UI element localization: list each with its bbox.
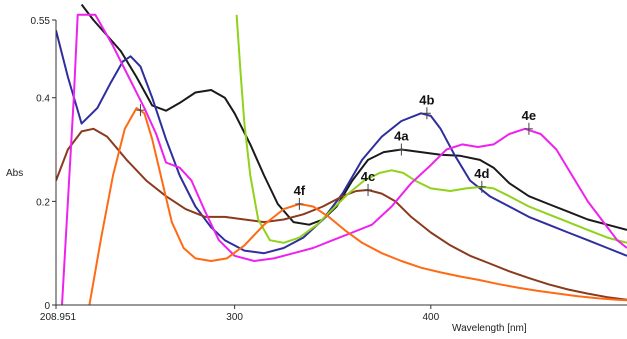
peak-label-4b: 4b xyxy=(419,92,434,107)
peak-label-4c: 4c xyxy=(361,169,375,184)
series-line-4e xyxy=(61,13,627,305)
y-tick-label: 0.55 xyxy=(31,16,51,27)
peak-label-4f: 4f xyxy=(294,183,306,198)
series-line-4d xyxy=(235,14,627,244)
peak-label-4e: 4e xyxy=(522,108,536,123)
y-tick-label: 0.2 xyxy=(36,197,50,208)
series-line-4a xyxy=(80,3,627,231)
x-tick-label: 300 xyxy=(226,312,243,323)
series-layer xyxy=(56,3,627,305)
series-line-4f xyxy=(88,107,627,305)
x-tick-label: 400 xyxy=(422,312,439,323)
x-tick-label: 208.951 xyxy=(40,312,77,323)
peak-annotations: 4a 4b 4c 4d 4e 4f xyxy=(136,92,536,210)
x-axis-title: Wavelength [nm] xyxy=(452,323,527,334)
series-line-4c xyxy=(56,127,627,301)
ticks: 0 0.2 0.4 0.55 208.951 300 400 xyxy=(31,16,440,323)
axes xyxy=(55,20,627,306)
series-line-4b xyxy=(56,30,627,257)
y-axis-title: Abs xyxy=(6,168,23,179)
peak-label-4a: 4a xyxy=(394,129,409,144)
peak-label-4d: 4d xyxy=(474,166,489,181)
y-tick-label: 0.4 xyxy=(36,94,50,105)
y-tick-label: 0 xyxy=(44,301,50,312)
